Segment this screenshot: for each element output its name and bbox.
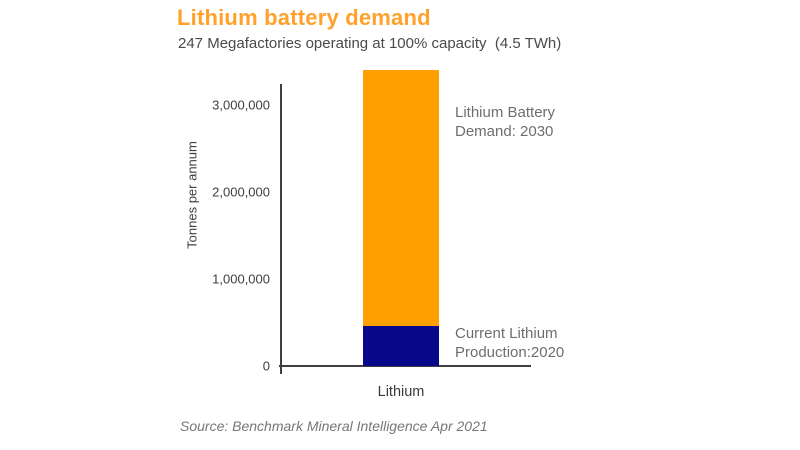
bar-segment-production-2020: [363, 325, 439, 366]
y-tick-label: 1,000,000: [212, 271, 270, 287]
chart-title: Lithium battery demand: [177, 5, 431, 30]
y-tick-label: 0: [262, 358, 270, 374]
y-axis-line: [280, 84, 282, 374]
annotation-production-2020: Current Lithium Production:2020: [455, 325, 565, 361]
y-tick-label: 2,000,000: [212, 184, 270, 200]
y-tick-label: 3,000,000: [212, 97, 270, 113]
bar-segment-demand-2030: [363, 70, 439, 326]
x-axis-category-label: Lithium: [377, 384, 425, 400]
stacked-bar: [363, 70, 439, 366]
chart-subtitle: 247 Megafactories operating at 100% capa…: [178, 35, 562, 52]
annotation-demand-2030: Lithium Battery Demand: 2030: [455, 104, 556, 140]
source-note: Source: Benchmark Mineral Intelligence A…: [180, 418, 488, 434]
x-axis-line: [279, 365, 531, 367]
